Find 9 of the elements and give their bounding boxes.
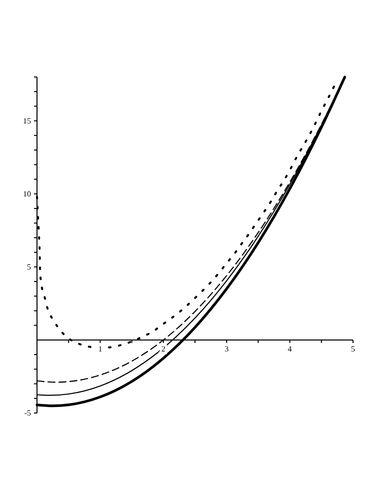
x-tick-label: 4 (288, 344, 292, 354)
y-tick-label: 5 (27, 262, 31, 272)
y-tick-label: 10 (23, 189, 31, 198)
x-tick-label: 2 (161, 344, 166, 354)
y-tick-label: -5 (24, 408, 31, 418)
x-tick-label: 3 (224, 344, 229, 354)
y-tick-label: 15 (23, 116, 31, 126)
x-tick-label: 1 (98, 344, 102, 354)
x-tick-label: 5 (351, 344, 355, 354)
